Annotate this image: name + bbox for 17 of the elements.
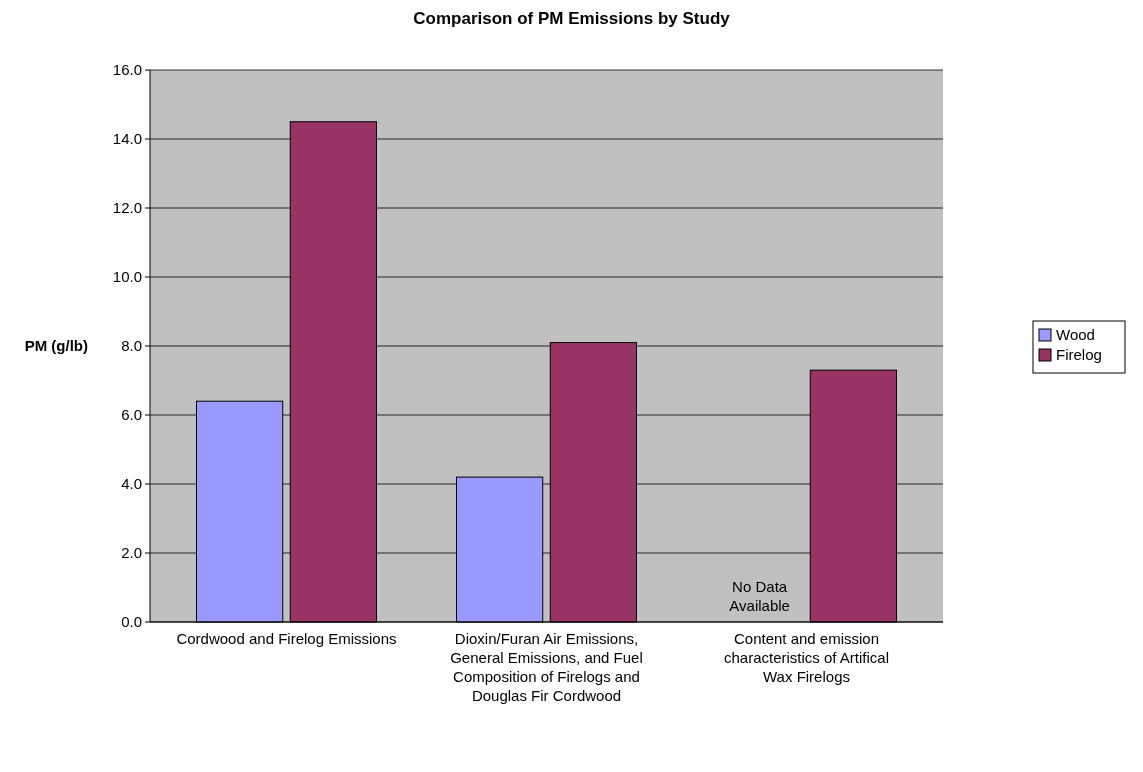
y-tick-label: 0.0 (121, 613, 142, 631)
y-tick-label: 6.0 (121, 406, 142, 424)
y-tick-label: 10.0 (112, 268, 142, 286)
annotation: No Data Available (729, 578, 790, 614)
y-axis-title: PM (g/lb) (24, 337, 88, 355)
y-tick-label: 14.0 (112, 130, 142, 148)
legend-label: Firelog (1056, 346, 1102, 364)
x-tick-label: Content and emission characteristics of Artifical Wax Firelogs (723, 630, 890, 685)
y-tick-label: 2.0 (121, 544, 142, 562)
x-tick-label: Cordwood and Firelog Emissions (176, 630, 397, 647)
y-tick-label: 16.0 (112, 61, 142, 79)
x-tick-label: Dioxin/Furan Air Emissions, General Emissions, and Fuel Composition of Firelogs and Douglas Fir Cordwood (450, 630, 643, 704)
chart-title: Comparison of PM Emissions by Study (413, 9, 731, 28)
legend-label: Wood (1056, 326, 1095, 344)
y-tick-label: 12.0 (112, 199, 142, 217)
y-tick-label: 4.0 (121, 475, 142, 493)
y-tick-label: 8.0 (121, 337, 142, 355)
